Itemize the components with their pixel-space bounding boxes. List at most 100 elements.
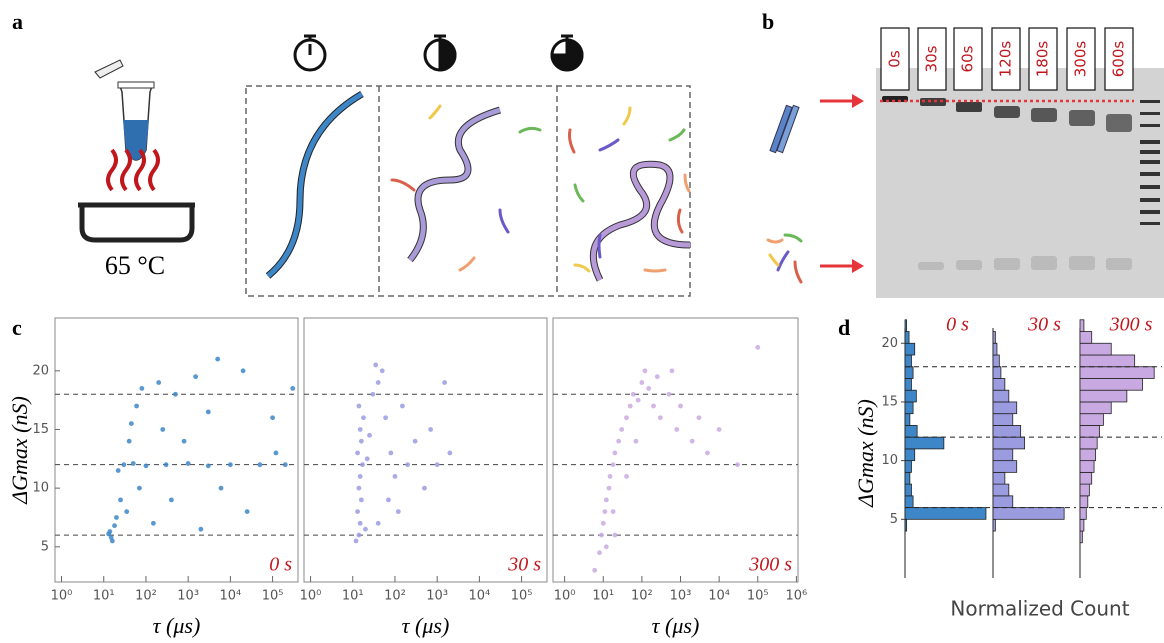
hist-bar <box>1079 342 1112 356</box>
point <box>364 456 370 462</box>
lane-box <box>1104 27 1134 91</box>
point <box>273 450 279 456</box>
point <box>716 427 722 432</box>
point <box>669 368 675 374</box>
point <box>193 374 199 380</box>
point <box>173 391 178 397</box>
y-tick-label: 5 <box>41 539 49 554</box>
point <box>399 403 405 409</box>
lane-label: 600s <box>1110 41 1128 78</box>
plot-frame <box>54 317 299 583</box>
point <box>606 485 612 491</box>
point <box>603 544 609 550</box>
hist-bar <box>904 507 987 520</box>
point <box>109 538 115 544</box>
point <box>442 380 448 385</box>
y-tick-label: 10 <box>32 481 49 496</box>
point <box>363 526 368 532</box>
hist-bar <box>904 389 917 403</box>
x-tick-label: 10² <box>631 589 653 604</box>
point <box>386 497 391 503</box>
hist-bar <box>904 354 912 368</box>
panel-label: c <box>12 315 22 340</box>
lane-box <box>1066 27 1096 91</box>
hist-bar <box>1079 331 1093 344</box>
hist-bar <box>992 366 1002 379</box>
lane-label: 120s <box>997 41 1015 78</box>
point <box>654 374 660 380</box>
point <box>633 438 639 444</box>
hist-bar <box>992 413 1014 426</box>
lane-box <box>880 27 910 91</box>
point <box>126 438 132 444</box>
hist-bar <box>1079 389 1128 403</box>
hist-bar <box>904 331 910 344</box>
hist-title: 30 s <box>1027 314 1061 336</box>
point <box>612 450 618 456</box>
lane-box <box>991 27 1021 91</box>
point <box>395 509 401 514</box>
x-tick-label: 10⁴ <box>468 589 490 604</box>
hist-bar <box>992 354 1000 368</box>
point <box>156 380 162 385</box>
point <box>215 356 221 362</box>
point <box>651 403 656 409</box>
point <box>282 462 288 468</box>
point <box>106 531 111 537</box>
temperature: 65 °C <box>105 251 165 280</box>
heating-illustration: 65 °C <box>78 59 195 280</box>
point <box>597 550 602 556</box>
point <box>185 461 191 466</box>
hist-bar <box>1079 436 1098 450</box>
hist-bar <box>904 401 914 415</box>
hist-bar <box>1079 471 1093 485</box>
point <box>735 462 740 468</box>
panel-label: a <box>12 9 23 34</box>
point <box>607 474 613 479</box>
hist-bar <box>1079 319 1085 332</box>
x-tick-label: 10⁰ <box>554 589 576 604</box>
point <box>168 497 174 503</box>
point <box>610 509 616 514</box>
point <box>115 468 121 473</box>
panel-time: 0 s <box>269 554 292 576</box>
gel-panel <box>766 68 1164 298</box>
point <box>624 474 629 479</box>
point <box>244 509 250 514</box>
hist-bar <box>904 342 916 356</box>
point <box>405 462 411 468</box>
point <box>121 462 127 468</box>
point <box>361 415 366 421</box>
hist-bar <box>992 378 1006 391</box>
hist-bar <box>992 389 1010 403</box>
lane-labels: 0s 30s 60s 120s 180s 300s 600s <box>880 27 1134 91</box>
plot-frame <box>303 317 548 583</box>
point <box>124 509 130 514</box>
point <box>599 532 604 538</box>
hist-title: 0 s <box>946 314 969 336</box>
point <box>112 523 117 529</box>
point <box>218 485 224 491</box>
point <box>696 415 702 421</box>
panel-time: 30 s <box>507 554 541 576</box>
point <box>270 415 275 421</box>
hist-bar <box>992 518 996 532</box>
point <box>356 485 362 491</box>
point <box>139 386 145 391</box>
point <box>642 368 648 374</box>
point <box>602 509 608 514</box>
lane-label: 30s <box>923 45 941 72</box>
hist-bar <box>1079 448 1097 462</box>
point <box>181 438 187 444</box>
point <box>370 391 376 397</box>
lane-label: 180s <box>1034 41 1052 78</box>
hist-bar <box>992 401 1018 415</box>
point <box>114 515 119 520</box>
point <box>674 427 680 432</box>
point <box>353 538 359 544</box>
hist-bar <box>1079 378 1143 391</box>
hist-bar <box>1079 354 1136 368</box>
point <box>689 438 695 444</box>
x-tick-label: 10⁰ <box>300 589 322 604</box>
y-axis-label: ΔGmax (nS) <box>7 396 32 505</box>
